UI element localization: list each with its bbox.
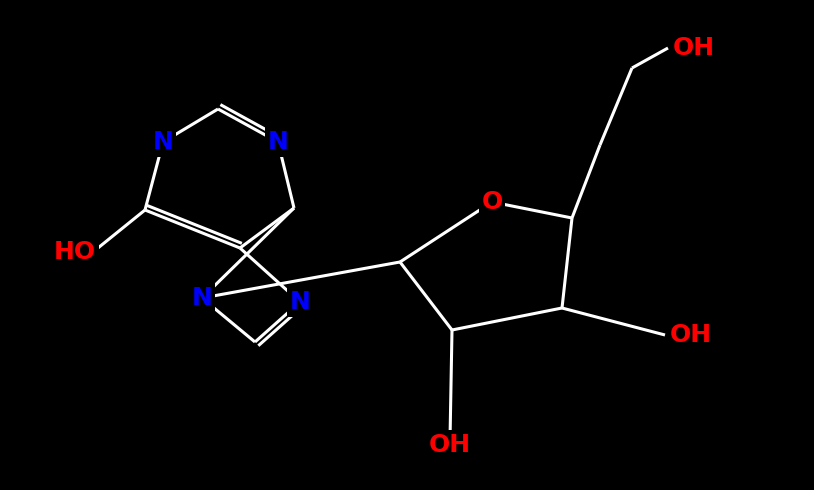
Text: OH: OH (673, 36, 716, 60)
Text: N: N (152, 130, 173, 154)
Text: N: N (191, 286, 212, 310)
Text: N: N (290, 290, 310, 314)
Text: HO: HO (54, 240, 96, 264)
Text: N: N (268, 130, 288, 154)
Text: O: O (481, 190, 502, 214)
Text: OH: OH (670, 323, 712, 347)
Text: OH: OH (429, 433, 471, 457)
